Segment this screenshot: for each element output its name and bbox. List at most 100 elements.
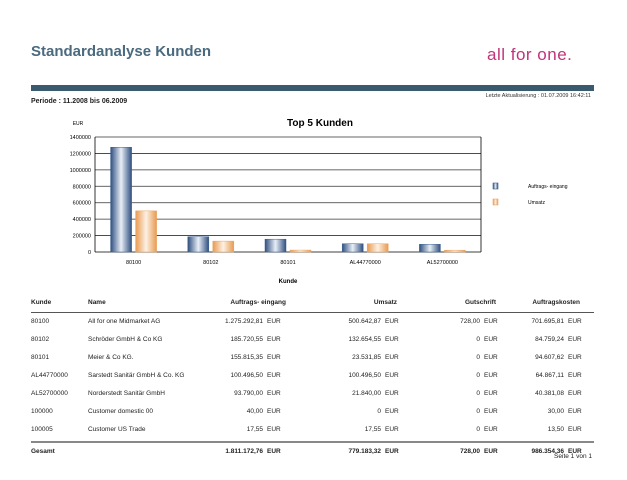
cell-name: Customer US Trade: [88, 426, 146, 433]
cell-value: 13,50: [547, 426, 564, 433]
total-label: Gesamt: [31, 448, 55, 455]
cell-value: 17,55: [364, 426, 381, 433]
header-rule: [31, 312, 594, 313]
bar-auftragseingang-80101: [264, 238, 287, 253]
col-name: Name: [88, 299, 106, 306]
y-tick-label: 400000: [73, 217, 91, 223]
y-tick-label: 0: [88, 250, 91, 256]
currency: EUR: [484, 426, 498, 433]
currency: EUR: [385, 354, 399, 361]
cell-value: 23.531,85: [352, 354, 381, 361]
cell-value: 64.867,11: [535, 372, 564, 379]
cell-kunde: 80102: [31, 336, 50, 343]
cell-kunde: 100000: [31, 408, 53, 415]
cell-value: 0: [476, 336, 480, 343]
currency: EUR: [267, 336, 281, 343]
cell-value: 0: [476, 390, 480, 397]
y-axis-label: EUR: [73, 121, 84, 127]
table-row: 100000 Customer domestic 00 40,00 EUR 0 EUR 0 E…: [31, 403, 594, 421]
x-tick-label: AL44770000: [350, 260, 381, 266]
cell-name: Norderstedt Sanitär GmbH: [88, 390, 165, 397]
y-tick-label: 1000000: [70, 168, 91, 174]
currency: EUR: [568, 448, 582, 455]
bar-umsatz-80101: [289, 249, 312, 253]
col-auftragskosten: Auftragskosten: [532, 299, 580, 306]
y-tick-label: 600000: [73, 201, 91, 207]
currency: EUR: [484, 408, 498, 415]
currency: EUR: [568, 336, 582, 343]
total-row: Gesamt 1.811.172,76 EUR 779.183,32 EUR 728…: [31, 443, 594, 461]
currency: EUR: [484, 318, 498, 325]
currency: EUR: [385, 448, 399, 455]
currency: EUR: [267, 408, 281, 415]
currency: EUR: [385, 336, 399, 343]
bar-auftragseingang-80102: [187, 236, 210, 253]
currency: EUR: [267, 372, 281, 379]
cell-value: 40,00: [246, 408, 263, 415]
currency: EUR: [385, 318, 399, 325]
currency: EUR: [267, 318, 281, 325]
y-tick-label: 800000: [73, 184, 91, 190]
cell-value: 0: [476, 408, 480, 415]
total-auftragseingang: 1.811.172,76: [225, 448, 263, 455]
table-row: AL52700000 Norderstedt Sanitär GmbH 93.790…: [31, 385, 594, 403]
cell-kunde: 100005: [31, 426, 53, 433]
currency: EUR: [568, 318, 582, 325]
legend-label: Auftrags- eingang: [528, 184, 568, 190]
total-umsatz: 779.183,32: [348, 448, 381, 455]
bar-auftragseingang-AL44770000: [341, 243, 364, 253]
bar-umsatz-AL44770000: [366, 243, 389, 253]
total-gutschrift: 728,00: [460, 448, 480, 455]
y-tick-label: 1200000: [70, 151, 91, 157]
cell-name: Meier & Co KG.: [88, 354, 134, 361]
cell-value: 132.654,55: [348, 336, 381, 343]
chart-title: Top 5 Kunden: [287, 118, 353, 129]
currency: EUR: [568, 408, 582, 415]
currency: EUR: [568, 372, 582, 379]
currency: EUR: [484, 372, 498, 379]
table-row: 80102 Schröder GmbH & Co KG 185.720,55 EUR 1…: [31, 331, 594, 349]
cell-name: All for one Midmarket AG: [88, 318, 161, 325]
x-tick-label: 80102: [203, 260, 218, 266]
x-tick-label: AL52700000: [427, 260, 458, 266]
currency: EUR: [568, 390, 582, 397]
page-title: Standardanalyse Kunden: [31, 43, 212, 60]
currency: EUR: [267, 426, 281, 433]
company-logo: all for one.: [487, 45, 573, 64]
cell-name: Sarstedt Sanitär GmbH & Co. KG: [88, 372, 185, 379]
currency: EUR: [484, 390, 498, 397]
cell-kunde: 80101: [31, 354, 50, 361]
table-row: 100005 Customer US Trade 17,55 EUR 17,55 EUR 0…: [31, 421, 594, 439]
cell-kunde: 80100: [31, 318, 50, 325]
col-auftragseingang: Auftrags- eingang: [230, 299, 286, 306]
legend-label: Umsatz: [528, 200, 545, 206]
cell-value: 500.642,87: [348, 318, 381, 325]
currency: EUR: [484, 354, 498, 361]
cell-value: 155.815,35: [230, 354, 263, 361]
bar-umsatz-AL52700000: [444, 249, 466, 253]
total-auftragskosten: 986.354,36: [531, 448, 564, 455]
col-umsatz: Umsatz: [373, 299, 397, 306]
cell-value: 701.695,81: [531, 318, 564, 325]
col-kunde: Kunde: [31, 299, 52, 306]
currency: EUR: [267, 354, 281, 361]
currency: EUR: [385, 426, 399, 433]
cell-value: 84.759,24: [535, 336, 564, 343]
cell-value: 0: [476, 354, 480, 361]
bar-auftragseingang-80100: [110, 146, 132, 253]
cell-value: 17,55: [246, 426, 263, 433]
total-rule: [31, 441, 594, 443]
cell-value: 100.496,50: [348, 372, 381, 379]
cell-value: 728,00: [460, 318, 480, 325]
cell-value: 100.496,50: [230, 372, 263, 379]
currency: EUR: [385, 390, 399, 397]
cell-value: 94.607,62: [535, 354, 564, 361]
cell-value: 93.790,00: [234, 390, 263, 397]
table-row: 80101 Meier & Co KG. 155.815,35 EUR 23.531,8…: [31, 349, 594, 367]
cell-kunde: AL52700000: [31, 390, 68, 397]
customer-table: Kunde Name Auftrags- eingang Umsatz Guts…: [31, 294, 594, 461]
page-number: Seite 1 von 1: [554, 453, 592, 460]
cell-value: 1.275.292,81: [225, 318, 263, 325]
currency: EUR: [267, 390, 281, 397]
cell-value: 21.840,00: [352, 390, 381, 397]
